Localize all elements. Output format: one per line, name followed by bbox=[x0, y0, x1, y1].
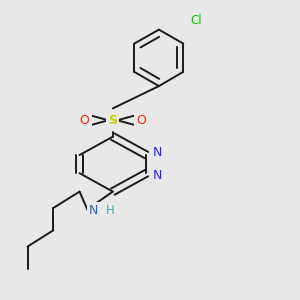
Text: O: O bbox=[80, 114, 89, 127]
Text: O: O bbox=[136, 114, 146, 127]
Text: Cl: Cl bbox=[190, 14, 202, 27]
Text: N: N bbox=[153, 169, 162, 182]
Text: N: N bbox=[89, 204, 98, 218]
Text: H: H bbox=[106, 204, 114, 218]
Text: S: S bbox=[108, 114, 117, 127]
Text: N: N bbox=[153, 146, 162, 160]
